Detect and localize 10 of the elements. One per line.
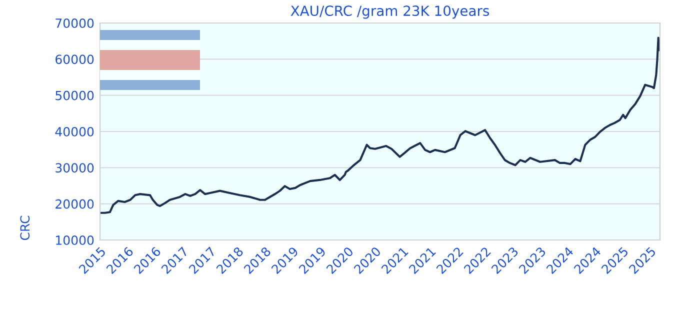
y-tick-label: 10000 xyxy=(56,235,94,245)
line-series xyxy=(100,36,660,214)
y-tick-label: 30000 xyxy=(56,163,94,173)
y-tick-label: 60000 xyxy=(56,54,94,64)
y-tick-label: 20000 xyxy=(56,199,94,209)
y-tick-label: 40000 xyxy=(55,126,94,136)
chart-title: XAU/CRC /gram 23K 10years xyxy=(290,6,490,19)
y-tick-label: 50000 xyxy=(56,90,94,100)
y-tick-label: 70000 xyxy=(56,18,94,28)
y-axis-title: CRC xyxy=(20,216,30,240)
